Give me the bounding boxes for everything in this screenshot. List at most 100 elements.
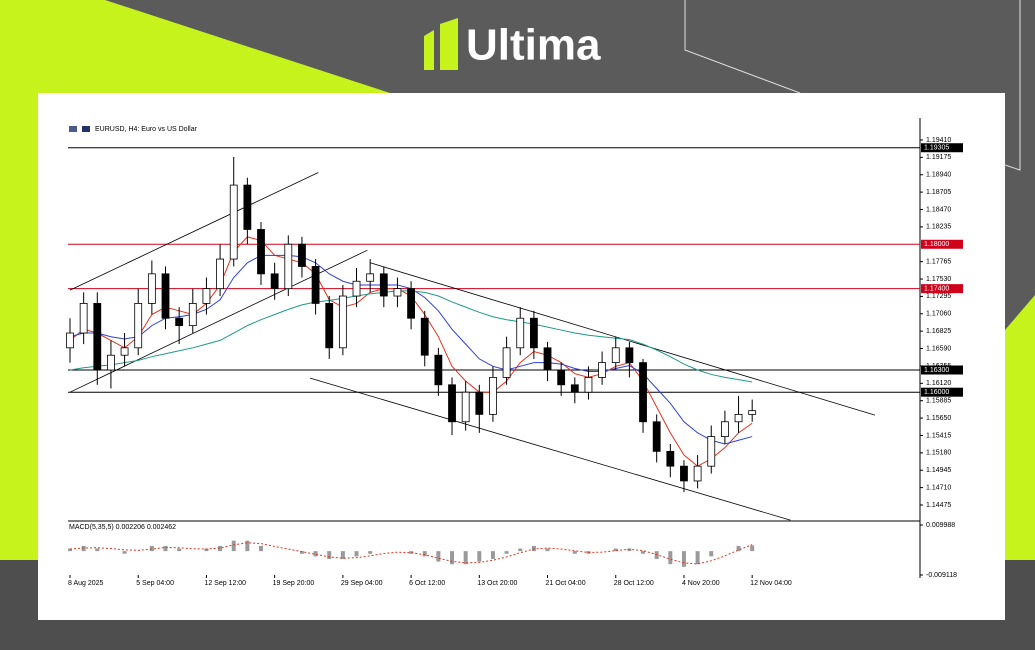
candle-body xyxy=(79,303,88,334)
candle-body xyxy=(66,332,74,349)
macd-bar xyxy=(81,545,86,552)
x-tick-label: 12 Sep 12:00 xyxy=(204,580,246,587)
macd-bar xyxy=(436,551,441,562)
macd-bar xyxy=(641,551,646,554)
brand: Ultima xyxy=(466,21,601,70)
macd-bar xyxy=(354,551,359,557)
level-label: 1.16300 xyxy=(924,367,949,374)
candle-body xyxy=(352,280,361,297)
y-tick-label: 1.17765 xyxy=(926,258,951,265)
y-tick-label: 0.009988 xyxy=(926,522,955,529)
candle-body xyxy=(502,347,511,378)
chart-title: EURUSD, H4: Euro vs US Dollar xyxy=(95,126,198,133)
level-tag xyxy=(921,239,963,249)
x-tick-label: 29 Sep 04:00 xyxy=(341,580,383,587)
level-tag xyxy=(921,387,963,397)
candle-body xyxy=(393,288,402,297)
candle-body xyxy=(147,273,156,304)
candle-body xyxy=(311,266,320,304)
accent-right xyxy=(1005,295,1035,560)
y-tick-label: -0.009118 xyxy=(926,572,957,579)
macd-bar xyxy=(490,551,495,559)
logo-icon xyxy=(440,18,458,70)
y-tick-label: 1.18705 xyxy=(926,189,951,196)
y-tick-label: 1.15180 xyxy=(926,450,951,457)
y-tick-label: 1.17060 xyxy=(926,311,951,318)
y-tick-label: 1.18235 xyxy=(926,224,951,231)
deco-line xyxy=(684,0,801,94)
macd-bar xyxy=(518,548,523,552)
level-label: 1.19305 xyxy=(924,145,949,152)
candle-body xyxy=(134,303,143,349)
x-tick-label: 4 Nov 20:00 xyxy=(682,580,720,587)
y-tick-label: 1.15415 xyxy=(926,432,951,439)
chart-panel xyxy=(38,93,1005,620)
candle-body xyxy=(325,303,334,349)
macd-bar xyxy=(463,551,468,565)
candle-body xyxy=(707,436,716,467)
level-tag xyxy=(921,365,963,375)
x-tick-label: 8 Aug 2025 xyxy=(68,580,104,587)
candle-body xyxy=(489,376,497,415)
candle-body xyxy=(420,317,429,356)
candle-body xyxy=(284,243,293,290)
macd-bar xyxy=(68,548,72,552)
candle-body xyxy=(475,391,484,415)
trendline xyxy=(69,172,319,291)
candle-body xyxy=(720,421,729,437)
macd-bar xyxy=(259,545,264,552)
candle-body xyxy=(666,450,675,467)
candle-body xyxy=(557,369,566,386)
y-tick-label: 1.18470 xyxy=(926,206,951,213)
logo-icon xyxy=(424,30,434,70)
macd-bar xyxy=(504,551,509,554)
trendline xyxy=(310,377,791,521)
candle-body xyxy=(229,184,238,260)
candle-body xyxy=(611,347,620,364)
y-tick-label: 1.16120 xyxy=(926,380,951,387)
candle-body xyxy=(625,347,634,364)
candle-body xyxy=(379,273,388,297)
candle-body xyxy=(543,347,552,371)
macd-bar xyxy=(681,551,686,567)
macd-bar xyxy=(122,551,127,554)
candle-body xyxy=(461,391,470,423)
candle-body xyxy=(516,317,525,349)
y-tick-label: 1.19410 xyxy=(926,137,951,144)
macd-bar xyxy=(204,548,209,552)
candle-body xyxy=(652,421,661,452)
x-tick-label: 5 Sep 04:00 xyxy=(136,580,174,587)
level-tag xyxy=(921,284,963,294)
candle-body xyxy=(188,303,197,327)
candle-body xyxy=(448,384,456,423)
macd-bar xyxy=(218,545,223,552)
logo: Ultima xyxy=(424,18,601,70)
candle-body xyxy=(366,273,375,282)
macd-bar xyxy=(231,540,236,552)
candle-body xyxy=(680,465,688,482)
candle-body xyxy=(243,184,252,230)
candle-body xyxy=(693,465,702,482)
candle-body xyxy=(598,362,607,378)
x-tick-label: 12 Nov 04:00 xyxy=(750,580,792,587)
candle-body xyxy=(161,273,170,319)
candle-body xyxy=(202,288,211,304)
macd-bar xyxy=(450,551,455,565)
macd-bar xyxy=(736,545,741,552)
candle-body xyxy=(257,229,265,275)
macd-bar xyxy=(545,548,550,552)
candle-body xyxy=(407,288,415,319)
y-tick-label: 1.16590 xyxy=(926,345,951,352)
candle-body xyxy=(434,354,443,386)
macd-bar xyxy=(477,551,482,562)
macd-bar xyxy=(327,551,332,559)
y-tick-label: 1.18940 xyxy=(926,172,951,179)
accent-left xyxy=(0,0,390,560)
y-tick-label: 1.14945 xyxy=(926,467,951,474)
macd-bar xyxy=(95,548,100,552)
level-label: 1.16000 xyxy=(924,389,949,396)
macd-bar xyxy=(313,551,318,557)
x-tick-label: 13 Oct 20:00 xyxy=(477,580,517,587)
y-tick-label: 1.15885 xyxy=(926,398,951,405)
x-tick-label: 21 Oct 04:00 xyxy=(546,580,586,587)
